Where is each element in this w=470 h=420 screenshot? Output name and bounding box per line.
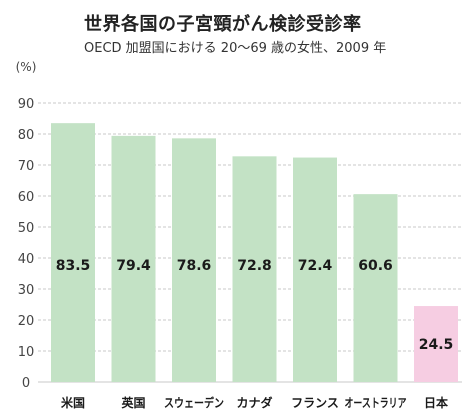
bar-value-label: 60.6 — [358, 258, 393, 274]
y-axis-ticks: 0 10 20 30 40 50 60 70 80 90 — [18, 97, 35, 391]
y-tick-label: 20 — [18, 314, 35, 329]
y-tick-label: 0 — [22, 376, 30, 391]
category-label: オーストラリア — [345, 396, 407, 410]
bar-value-label: 72.8 — [237, 258, 272, 274]
category-label: フランス — [291, 396, 339, 410]
chart-title: 世界各国の子宮頸がん検診受診率 — [84, 14, 362, 35]
x-axis-labels: 米国 英国 スウェーデン カナダ フランス オーストラリア 日本 — [61, 395, 448, 410]
bar — [172, 138, 216, 382]
y-tick-label: 40 — [18, 252, 35, 267]
chart-subtitle: OECD 加盟国における 20～69 歳の女性、2009 年 — [84, 41, 387, 56]
y-tick-label: 10 — [18, 345, 35, 360]
y-tick-label: 80 — [18, 128, 35, 143]
y-tick-label: 70 — [18, 159, 35, 174]
category-label: 英国 — [121, 395, 145, 410]
bar — [111, 135, 156, 382]
y-tick-label: 50 — [18, 221, 35, 236]
bar-value-label: 24.5 — [419, 337, 454, 353]
y-tick-label: 30 — [18, 283, 35, 298]
bar-value-label: 72.4 — [298, 258, 333, 274]
bar — [232, 156, 277, 382]
category-label: カナダ — [236, 395, 272, 410]
bar — [51, 123, 95, 383]
y-tick-label: 60 — [18, 190, 35, 205]
category-label: 日本 — [424, 395, 448, 410]
bar-value-label: 78.6 — [177, 258, 212, 274]
category-label: スウェーデン — [164, 395, 224, 410]
bar — [293, 157, 337, 382]
y-axis-unit-label: (%) — [16, 60, 37, 74]
bar — [353, 194, 398, 382]
bar-value-label: 83.5 — [56, 258, 91, 274]
bars: 83.5 79.4 78.6 72.8 72.4 60.6 24.5 — [51, 123, 458, 383]
y-tick-label: 90 — [18, 97, 35, 112]
bar-value-label: 79.4 — [116, 258, 151, 274]
category-label: 米国 — [61, 395, 85, 410]
bar — [414, 306, 458, 382]
